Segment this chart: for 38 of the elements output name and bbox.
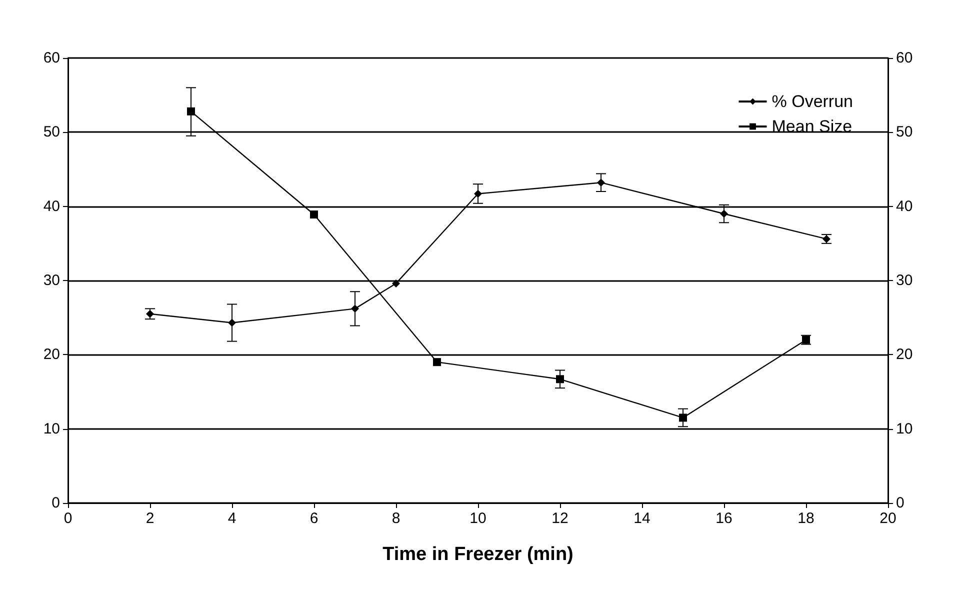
- y2-tick-label: 60: [896, 50, 913, 66]
- point: [556, 375, 564, 384]
- y2-tick-label: 40: [896, 198, 913, 215]
- y-tick-label: 40: [43, 198, 60, 215]
- y2-tick-label: 50: [896, 124, 913, 141]
- x-tick-label: 16: [716, 510, 732, 527]
- x-tick-label: 0: [64, 510, 72, 527]
- point: [433, 358, 441, 366]
- y2-tick-label: 0: [896, 494, 904, 512]
- point: [720, 210, 728, 218]
- y-tick-label: 10: [43, 420, 60, 438]
- y-tick-label: 50: [43, 124, 60, 141]
- point: [310, 210, 318, 218]
- x-tick-label: 18: [798, 510, 814, 527]
- y2-tick-label: 30: [896, 272, 913, 289]
- x-axis-title: Time in Freezer (min): [382, 544, 574, 565]
- x-tick-label: 12: [552, 510, 568, 527]
- x-tick-label: 10: [470, 510, 486, 527]
- legend-label: % Overrun: [772, 92, 853, 111]
- point: [392, 279, 400, 288]
- x-tick-label: 20: [880, 510, 896, 527]
- x-tick-label: 2: [146, 510, 154, 527]
- y2-tick-label: 10: [896, 420, 913, 438]
- point: [679, 414, 687, 422]
- x-tick-label: 4: [228, 510, 236, 527]
- x-tick-label: 8: [392, 510, 400, 527]
- point: [351, 304, 359, 313]
- point: [187, 107, 195, 116]
- y-tick-label: 30: [43, 272, 60, 289]
- y-tick-label: 60: [43, 50, 60, 66]
- y-tick-label: 0: [52, 494, 60, 512]
- x-tick-label: 6: [310, 510, 318, 527]
- point: [474, 190, 482, 198]
- point: [597, 178, 605, 187]
- point: [228, 318, 236, 327]
- y2-tick-label: 20: [896, 346, 913, 364]
- x-tick-label: 14: [634, 510, 650, 527]
- y-tick-label: 20: [43, 346, 60, 364]
